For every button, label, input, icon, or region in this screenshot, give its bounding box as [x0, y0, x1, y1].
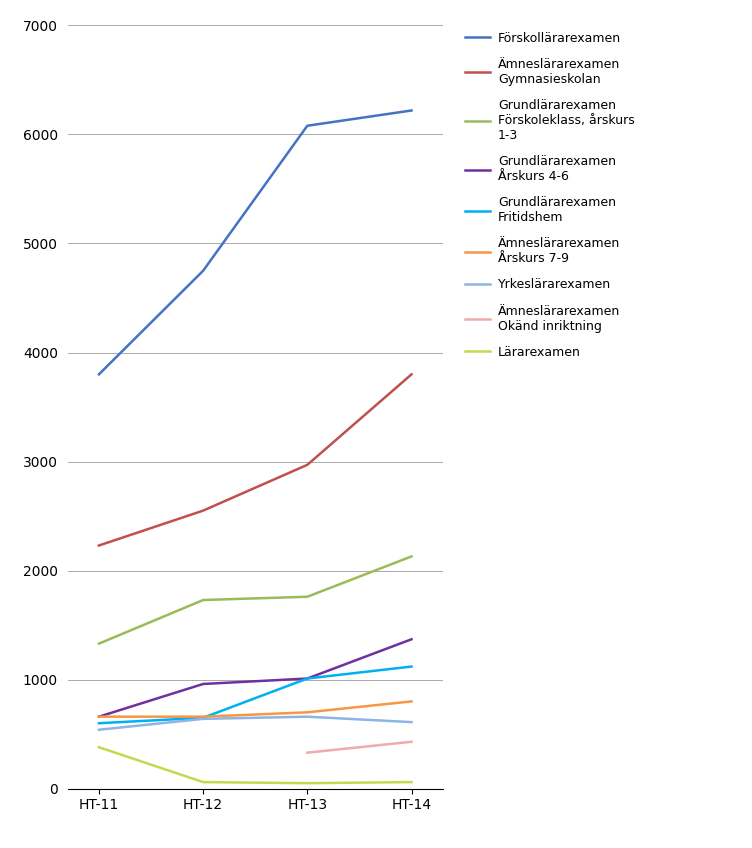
Lärarexamen [407, 777, 416, 787]
Yrkeslärarexamen [95, 725, 104, 735]
Grundlärarexamen
Förskoleklass, årskurs
1-3 [199, 595, 208, 605]
Förskollärarexamen [303, 120, 312, 131]
Grundlärarexamen
Fritidshem [199, 712, 208, 722]
Förskollärarexamen [95, 369, 104, 379]
Ämneslärarexamen
Årskurs 7-9 [303, 707, 312, 717]
Line: Grundlärarexamen
Förskoleklass, årskurs
1-3: Grundlärarexamen Förskoleklass, årskurs … [99, 556, 411, 644]
Ämneslärarexamen
Gymnasieskolan [199, 505, 208, 516]
Yrkeslärarexamen [303, 711, 312, 722]
Line: Ämneslärarexamen
Gymnasieskolan: Ämneslärarexamen Gymnasieskolan [99, 374, 411, 545]
Line: Ämneslärarexamen
Okänd inriktning: Ämneslärarexamen Okänd inriktning [308, 742, 411, 753]
Grundlärarexamen
Årskurs 4-6 [95, 711, 104, 722]
Line: Lärarexamen: Lärarexamen [99, 747, 411, 784]
Lärarexamen [199, 777, 208, 787]
Förskollärarexamen [199, 265, 208, 276]
Ämneslärarexamen
Årskurs 7-9 [199, 711, 208, 722]
Grundlärarexamen
Fritidshem [407, 661, 416, 672]
Grundlärarexamen
Årskurs 4-6 [199, 679, 208, 689]
Grundlärarexamen
Fritidshem [95, 718, 104, 728]
Ämneslärarexamen
Gymnasieskolan [95, 540, 104, 550]
Line: Grundlärarexamen
Årskurs 4-6: Grundlärarexamen Årskurs 4-6 [99, 639, 411, 717]
Grundlärarexamen
Förskoleklass, årskurs
1-3 [407, 551, 416, 561]
Ämneslärarexamen
Gymnasieskolan [407, 369, 416, 379]
Förskollärarexamen [407, 105, 416, 115]
Lärarexamen [303, 778, 312, 789]
Line: Grundlärarexamen
Fritidshem: Grundlärarexamen Fritidshem [99, 667, 411, 723]
Ämneslärarexamen
Okänd inriktning [303, 748, 312, 758]
Legend: Förskollärarexamen, Ämneslärarexamen
Gymnasieskolan, Grundlärarexamen
Förskolekl: Förskollärarexamen, Ämneslärarexamen Gym… [465, 31, 635, 359]
Line: Förskollärarexamen: Förskollärarexamen [99, 110, 411, 374]
Ämneslärarexamen
Årskurs 7-9 [95, 711, 104, 722]
Lärarexamen [95, 742, 104, 752]
Grundlärarexamen
Årskurs 4-6 [303, 673, 312, 683]
Grundlärarexamen
Årskurs 4-6 [407, 634, 416, 644]
Grundlärarexamen
Förskoleklass, årskurs
1-3 [95, 639, 104, 649]
Grundlärarexamen
Fritidshem [303, 673, 312, 683]
Yrkeslärarexamen [407, 717, 416, 728]
Line: Ämneslärarexamen
Årskurs 7-9: Ämneslärarexamen Årskurs 7-9 [99, 701, 411, 717]
Ämneslärarexamen
Årskurs 7-9 [407, 696, 416, 706]
Ämneslärarexamen
Okänd inriktning [407, 737, 416, 747]
Yrkeslärarexamen [199, 714, 208, 724]
Ämneslärarexamen
Gymnasieskolan [303, 460, 312, 470]
Grundlärarexamen
Förskoleklass, årskurs
1-3 [303, 592, 312, 602]
Line: Yrkeslärarexamen: Yrkeslärarexamen [99, 717, 411, 730]
